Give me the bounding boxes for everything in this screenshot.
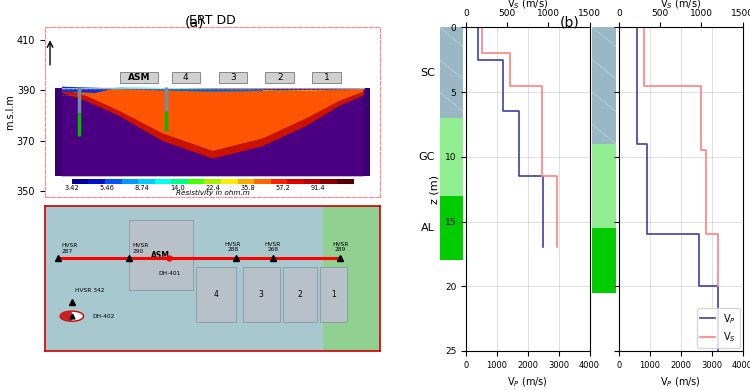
Text: 57.2: 57.2 <box>276 185 290 191</box>
Bar <box>592 144 616 228</box>
Bar <box>129 220 193 290</box>
Text: AL: AL <box>422 223 435 233</box>
Bar <box>592 228 616 293</box>
Bar <box>243 267 280 322</box>
Bar <box>55 88 370 176</box>
Bar <box>72 179 88 184</box>
Polygon shape <box>62 88 179 90</box>
X-axis label: V$_P$ (m/s): V$_P$ (m/s) <box>507 375 548 389</box>
Text: 2: 2 <box>277 73 283 82</box>
Text: 4: 4 <box>214 290 218 299</box>
Circle shape <box>60 311 83 321</box>
Bar <box>287 179 304 184</box>
Text: HVSR
289: HVSR 289 <box>332 241 348 252</box>
Text: (a): (a) <box>185 16 205 30</box>
Text: 5.46: 5.46 <box>100 185 115 191</box>
Bar <box>320 179 337 184</box>
Text: 91.4: 91.4 <box>311 185 326 191</box>
Text: 3.42: 3.42 <box>64 185 80 191</box>
Bar <box>221 179 238 184</box>
Polygon shape <box>230 89 364 92</box>
Text: HVSR 342: HVSR 342 <box>75 288 105 293</box>
X-axis label: V$_S$ (m/s): V$_S$ (m/s) <box>660 0 701 11</box>
Bar <box>337 179 353 184</box>
Bar <box>171 179 188 184</box>
Bar <box>440 118 463 196</box>
Bar <box>323 206 380 351</box>
Text: 22.4: 22.4 <box>206 185 220 191</box>
Bar <box>88 179 105 184</box>
Text: 1: 1 <box>324 73 329 82</box>
Text: HVSR
287: HVSR 287 <box>62 243 78 254</box>
Title: ERT DD: ERT DD <box>189 14 236 27</box>
Text: DH-401: DH-401 <box>158 271 180 276</box>
Text: 2: 2 <box>298 290 302 299</box>
Bar <box>283 267 316 322</box>
Bar <box>196 267 236 322</box>
Bar <box>304 179 320 184</box>
Bar <box>188 179 205 184</box>
Bar <box>266 72 294 83</box>
Bar <box>254 179 271 184</box>
X-axis label: V$_S$ (m/s): V$_S$ (m/s) <box>507 0 548 11</box>
Text: 3: 3 <box>259 290 264 299</box>
Text: 14.0: 14.0 <box>170 185 184 191</box>
X-axis label: V$_P$ (m/s): V$_P$ (m/s) <box>660 375 701 389</box>
Bar <box>105 179 122 184</box>
Text: SC: SC <box>420 67 435 78</box>
Bar <box>440 196 463 261</box>
Bar <box>592 27 616 144</box>
Text: HVSR
288: HVSR 288 <box>224 241 241 252</box>
Bar <box>119 72 158 83</box>
Bar <box>172 72 200 83</box>
Bar <box>271 179 287 184</box>
Text: DH-402: DH-402 <box>92 314 114 319</box>
Bar <box>238 179 254 184</box>
Bar <box>154 179 171 184</box>
Polygon shape <box>62 89 364 151</box>
Bar <box>138 179 154 184</box>
Polygon shape <box>112 87 230 89</box>
Bar <box>218 72 247 83</box>
Bar <box>320 267 346 322</box>
Bar <box>205 179 221 184</box>
Bar <box>440 27 463 118</box>
Y-axis label: m.s.l.m: m.s.l.m <box>5 94 16 130</box>
Text: 3: 3 <box>230 73 236 82</box>
Text: HVSR
290: HVSR 290 <box>132 243 148 254</box>
Polygon shape <box>112 88 263 92</box>
Legend: V$_P$, V$_S$: V$_P$, V$_S$ <box>697 308 740 348</box>
Text: 4: 4 <box>183 73 189 82</box>
Bar <box>122 179 138 184</box>
Wedge shape <box>60 311 72 321</box>
Polygon shape <box>62 87 112 93</box>
Text: ASM: ASM <box>152 251 170 260</box>
Text: GC: GC <box>419 152 435 162</box>
Y-axis label: z (m): z (m) <box>429 175 439 204</box>
Polygon shape <box>62 93 364 176</box>
Text: (b): (b) <box>560 16 580 30</box>
Text: ASM: ASM <box>128 73 150 82</box>
Text: HVSR
268: HVSR 268 <box>265 241 281 252</box>
Text: 1: 1 <box>331 290 336 299</box>
Text: 35.8: 35.8 <box>241 185 255 191</box>
Text: Resistivity in ohm.m: Resistivity in ohm.m <box>176 190 250 195</box>
Polygon shape <box>62 89 364 159</box>
Bar <box>313 72 341 83</box>
Text: 8.74: 8.74 <box>135 185 150 191</box>
